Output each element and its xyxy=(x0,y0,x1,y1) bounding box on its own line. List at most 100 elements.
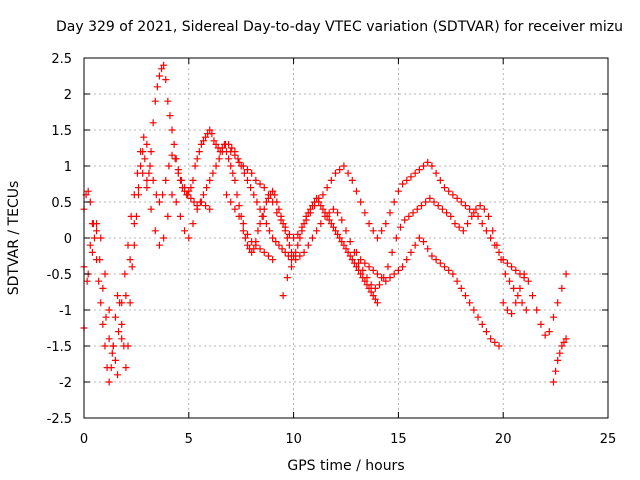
data-point xyxy=(334,209,342,217)
data-point xyxy=(342,245,350,253)
data-point xyxy=(225,155,233,163)
data-point xyxy=(363,274,371,282)
data-point xyxy=(344,169,352,177)
series-arc-6 xyxy=(279,194,530,314)
data-point xyxy=(105,378,113,386)
data-point xyxy=(359,266,367,274)
data-point xyxy=(248,169,256,177)
data-point xyxy=(152,191,160,199)
data-point xyxy=(122,364,130,372)
data-point xyxy=(202,202,210,210)
data-point xyxy=(248,238,256,246)
x-tick-label: 15 xyxy=(390,432,407,447)
data-point xyxy=(93,220,101,228)
data-point xyxy=(240,169,248,177)
data-point xyxy=(189,176,197,184)
data-point xyxy=(155,241,163,249)
data-point xyxy=(227,198,235,206)
data-point xyxy=(304,241,312,249)
data-point xyxy=(556,349,564,357)
data-point xyxy=(453,277,461,285)
data-point xyxy=(143,184,151,192)
data-point xyxy=(234,155,242,163)
data-point xyxy=(253,198,261,206)
data-point xyxy=(277,216,285,224)
data-point xyxy=(558,284,566,292)
data-point xyxy=(208,130,216,138)
data-point xyxy=(392,234,400,242)
data-point xyxy=(218,148,226,156)
data-point xyxy=(449,270,457,278)
data-point xyxy=(447,212,455,220)
data-point xyxy=(373,234,381,242)
data-point xyxy=(361,209,369,217)
data-point xyxy=(170,140,178,148)
data-point xyxy=(141,155,149,163)
data-point xyxy=(455,223,463,231)
data-point xyxy=(264,252,272,260)
data-point xyxy=(294,241,302,249)
data-point xyxy=(562,335,570,343)
data-point xyxy=(184,191,192,199)
data-point xyxy=(352,248,360,256)
data-point xyxy=(193,205,201,213)
data-point xyxy=(256,205,264,213)
data-point xyxy=(99,284,107,292)
y-tick-label: 1 xyxy=(64,160,72,175)
data-point xyxy=(382,277,390,285)
data-point xyxy=(206,205,214,213)
series-arc-9 xyxy=(550,335,570,386)
data-point xyxy=(105,306,113,314)
data-point xyxy=(281,248,289,256)
data-point xyxy=(290,234,298,242)
data-point xyxy=(187,194,195,202)
data-point xyxy=(321,212,329,220)
data-point xyxy=(239,220,247,228)
data-point xyxy=(319,191,327,199)
data-point xyxy=(168,191,176,199)
data-point xyxy=(281,223,289,231)
y-axis-label: SDTVAR / TECUs xyxy=(6,181,22,296)
data-point xyxy=(466,205,474,213)
data-point xyxy=(137,148,145,156)
data-point xyxy=(478,320,486,328)
data-point xyxy=(476,202,484,210)
data-point xyxy=(272,238,280,246)
data-point xyxy=(111,313,119,321)
data-point xyxy=(495,248,503,256)
data-point xyxy=(325,209,333,217)
data-point xyxy=(285,230,293,238)
data-point xyxy=(206,126,214,134)
data-point xyxy=(457,284,465,292)
data-point xyxy=(485,212,493,220)
data-point xyxy=(155,72,163,80)
data-point xyxy=(260,248,268,256)
data-point xyxy=(160,61,168,69)
data-point xyxy=(550,378,558,386)
data-point xyxy=(346,252,354,260)
data-point xyxy=(269,234,277,242)
data-point xyxy=(346,238,354,246)
data-point xyxy=(394,187,402,195)
data-point xyxy=(426,194,434,202)
data-point xyxy=(338,216,346,224)
data-point xyxy=(90,234,98,242)
data-point xyxy=(306,209,314,217)
data-point xyxy=(231,205,239,213)
data-point xyxy=(279,220,287,228)
data-point xyxy=(524,277,532,285)
data-point xyxy=(185,187,193,195)
data-point xyxy=(191,162,199,170)
data-point xyxy=(323,184,331,192)
data-point xyxy=(338,238,346,246)
data-point xyxy=(449,191,457,199)
data-point xyxy=(243,230,251,238)
data-point xyxy=(461,202,469,210)
data-point xyxy=(315,194,323,202)
data-point xyxy=(550,313,558,321)
data-point xyxy=(317,202,325,210)
data-point xyxy=(164,212,172,220)
data-point xyxy=(554,356,562,364)
x-tick-label: 5 xyxy=(185,432,193,447)
data-point xyxy=(415,234,423,242)
